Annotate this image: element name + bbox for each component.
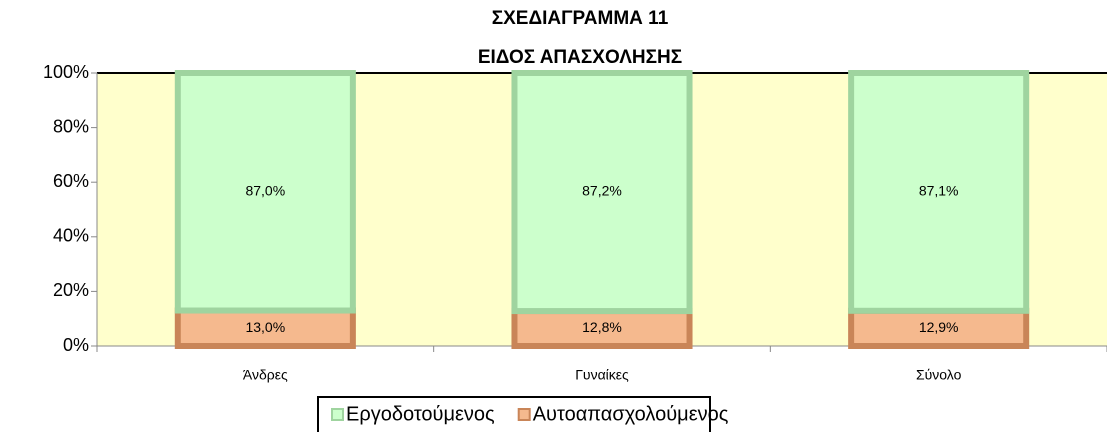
data-label: 13,0% (245, 319, 285, 335)
bar-segment (511, 70, 693, 315)
chart-subtitle: ΕΙΔΟΣ ΑΠΑΣΧΟΛΗΣΗΣ (478, 47, 682, 68)
bar-segment (848, 70, 1030, 314)
y-tick-label: 20% (53, 280, 89, 300)
y-tick-label: 80% (53, 116, 89, 136)
y-tick-label: 40% (53, 226, 89, 246)
data-label: 12,9% (919, 319, 959, 335)
legend-label: Εργοδοτούμενος (346, 403, 495, 425)
data-label: 87,2% (582, 183, 622, 199)
bar-segment (174, 70, 356, 314)
legend-marker (331, 408, 344, 421)
data-label: 87,1% (919, 183, 959, 199)
bar-segment (174, 307, 356, 350)
y-tick-label: 100% (43, 62, 89, 82)
x-tick-label: Σύνολο (916, 367, 962, 383)
data-label: 87,0% (245, 182, 285, 198)
legend-marker (517, 408, 531, 421)
x-tick-label: Γυναίκες (575, 367, 629, 383)
legend-label: Αυτοαπασχολούμενος (533, 403, 729, 425)
y-tick-label: 0% (63, 335, 89, 355)
x-tick-label: Άνδρες (243, 367, 288, 383)
legend-box (317, 396, 711, 432)
data-label: 12,8% (582, 319, 622, 335)
y-tick-label: 60% (53, 171, 89, 191)
chart-title: ΣΧΕΔΙΑΓΡΑΜΜΑ 11 (492, 8, 669, 29)
bar-segment (848, 307, 1030, 349)
